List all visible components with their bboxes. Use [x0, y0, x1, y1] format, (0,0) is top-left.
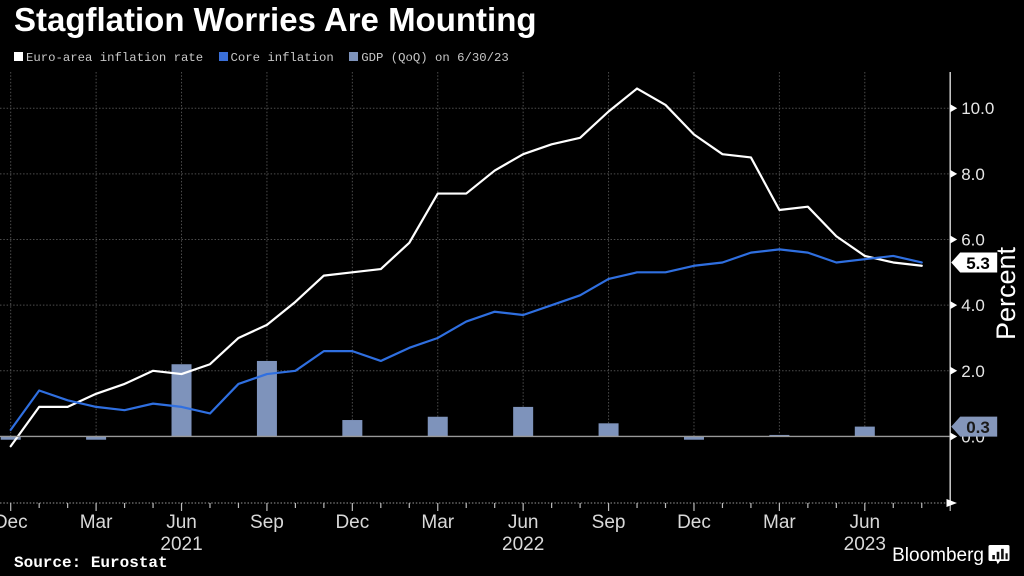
svg-text:Percent: Percent	[991, 246, 1021, 340]
svg-text:2023: 2023	[844, 534, 886, 555]
svg-text:Dec: Dec	[677, 512, 711, 533]
svg-text:Mar: Mar	[80, 512, 113, 533]
svg-text:4.0: 4.0	[961, 296, 985, 315]
svg-text:Jun: Jun	[849, 512, 880, 533]
svg-text:2021: 2021	[160, 534, 202, 555]
svg-text:2.0: 2.0	[961, 362, 985, 381]
svg-text:6.0: 6.0	[961, 231, 985, 250]
svg-text:Sep: Sep	[250, 512, 284, 533]
svg-text:2022: 2022	[502, 534, 544, 555]
svg-text:5.3: 5.3	[966, 254, 990, 273]
svg-text:Mar: Mar	[763, 512, 796, 533]
svg-text:Sep: Sep	[592, 512, 626, 533]
svg-text:Jun: Jun	[166, 512, 197, 533]
svg-text:Jun: Jun	[508, 512, 539, 533]
svg-text:10.0: 10.0	[961, 99, 994, 118]
svg-text:0.3: 0.3	[966, 418, 990, 437]
svg-text:8.0: 8.0	[961, 165, 985, 184]
svg-text:Dec: Dec	[0, 512, 28, 533]
svg-text:Dec: Dec	[335, 512, 369, 533]
svg-text:Mar: Mar	[421, 512, 454, 533]
